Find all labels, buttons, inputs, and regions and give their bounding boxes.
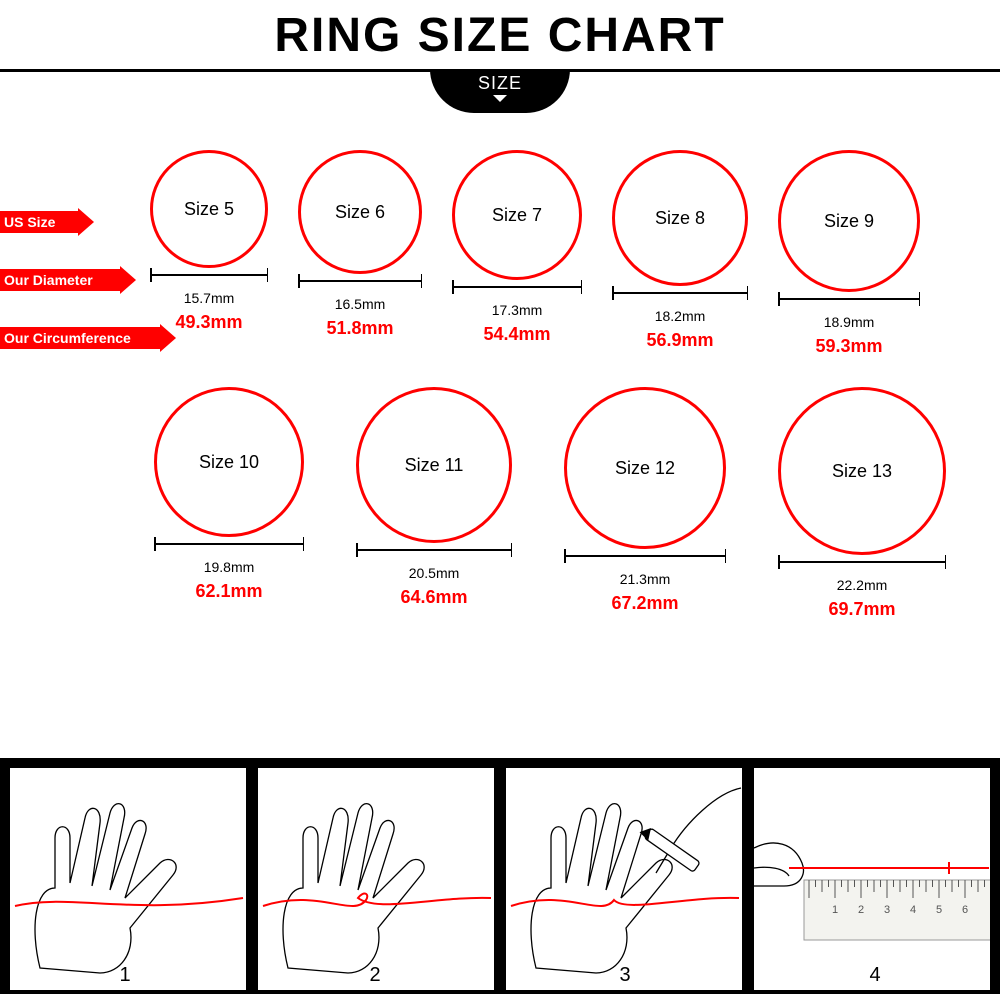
circumference-value: 59.3mm (815, 336, 882, 357)
diameter-value: 19.8mm (204, 559, 255, 575)
diameter-bar (154, 543, 304, 557)
step-numbers-row: 1 2 3 4 (0, 964, 1000, 987)
ring-cell: Size 10 19.8mm 62.1mm (154, 387, 304, 602)
ruler-illustration: 1 2 3 4 5 6 (754, 768, 990, 990)
circumference-value: 67.2mm (611, 593, 678, 614)
diameter-value: 18.9mm (824, 314, 875, 330)
step-number: 2 (250, 964, 500, 987)
steps-panel: 123456 (0, 758, 1000, 994)
diameter-value: 22.2mm (837, 577, 888, 593)
circumference-value: 69.7mm (828, 599, 895, 620)
circumference-value: 62.1mm (195, 581, 262, 602)
step-number: 3 (500, 964, 750, 987)
ring-circle: Size 8 (612, 150, 748, 286)
circumference-value: 49.3mm (175, 312, 242, 333)
ruler-tick-label: 2 (858, 904, 864, 916)
diameter-value: 18.2mm (655, 308, 706, 324)
ring-size-grid: Size 515.7mm49.3mmSize 616.5mm51.8mmSize… (150, 150, 990, 650)
diameter-bar (150, 274, 268, 288)
diameter-value: 21.3mm (620, 571, 671, 587)
legend-circumference-label: Our Circumference (0, 327, 160, 349)
diameter-value: 20.5mm (409, 565, 460, 581)
ring-row-2: Size 1019.8mm62.1mmSize 1120.5mm64.6mmSi… (154, 387, 990, 620)
ring-cell: Size 6 16.5mm 51.8mm (298, 150, 422, 339)
ring-circle: Size 6 (298, 150, 422, 274)
hand-illustration-1 (10, 768, 246, 990)
ruler-tick-label: 5 (936, 904, 942, 916)
hand-illustration-3 (506, 768, 742, 990)
legend-diameter-label: Our Diameter (0, 269, 120, 291)
ring-cell: Size 11 20.5mm 64.6mm (356, 387, 512, 608)
ring-cell: Size 12 21.3mm 67.2mm (564, 387, 726, 614)
diameter-bar (778, 561, 946, 575)
ring-circle: Size 10 (154, 387, 304, 537)
ring-cell: Size 7 17.3mm 54.4mm (452, 150, 582, 345)
chevron-down-icon (493, 95, 507, 102)
diameter-bar (564, 555, 726, 569)
diameter-bar (298, 280, 422, 294)
size-tab: SIZE (430, 69, 570, 113)
legend-us-size-label: US Size (0, 211, 78, 233)
ring-cell: Size 8 18.2mm 56.9mm (612, 150, 748, 351)
hand-illustration-2 (258, 768, 494, 990)
ruler-tick-label: 1 (832, 904, 838, 916)
diameter-bar (356, 549, 512, 563)
ring-cell: Size 5 15.7mm 49.3mm (150, 150, 268, 333)
circumference-value: 54.4mm (483, 324, 550, 345)
diameter-value: 17.3mm (492, 302, 543, 318)
ring-circle: Size 13 (778, 387, 946, 555)
arrow-right-icon (120, 266, 136, 294)
step-box-1 (10, 768, 246, 990)
step-box-2 (258, 768, 494, 990)
diameter-bar (612, 292, 748, 306)
ring-circle: Size 5 (150, 150, 268, 268)
page-title: RING SIZE CHART (0, 0, 1000, 63)
step-box-3 (506, 768, 742, 990)
diameter-value: 16.5mm (335, 296, 386, 312)
step-box-4: 1 2 3 4 5 6 (754, 768, 990, 990)
ring-cell: Size 13 22.2mm 69.7mm (778, 387, 946, 620)
diameter-bar (452, 286, 582, 300)
ring-cell: Size 9 18.9mm 59.3mm (778, 150, 920, 357)
ruler-tick-label: 4 (910, 904, 916, 916)
ruler-tick-label: 6 (962, 904, 968, 916)
size-tab-label: SIZE (478, 73, 522, 93)
circumference-value: 51.8mm (326, 318, 393, 339)
ring-circle: Size 11 (356, 387, 512, 543)
ring-circle: Size 7 (452, 150, 582, 280)
arrow-right-icon (78, 208, 94, 236)
ring-circle: Size 12 (564, 387, 726, 549)
circumference-value: 56.9mm (646, 330, 713, 351)
diameter-bar (778, 298, 920, 312)
step-number: 1 (0, 964, 250, 987)
circumference-value: 64.6mm (400, 587, 467, 608)
ring-circle: Size 9 (778, 150, 920, 292)
ruler-tick-label: 3 (884, 904, 890, 916)
step-number: 4 (750, 964, 1000, 987)
ring-row-1: Size 515.7mm49.3mmSize 616.5mm51.8mmSize… (150, 150, 990, 357)
diameter-value: 15.7mm (184, 290, 235, 306)
